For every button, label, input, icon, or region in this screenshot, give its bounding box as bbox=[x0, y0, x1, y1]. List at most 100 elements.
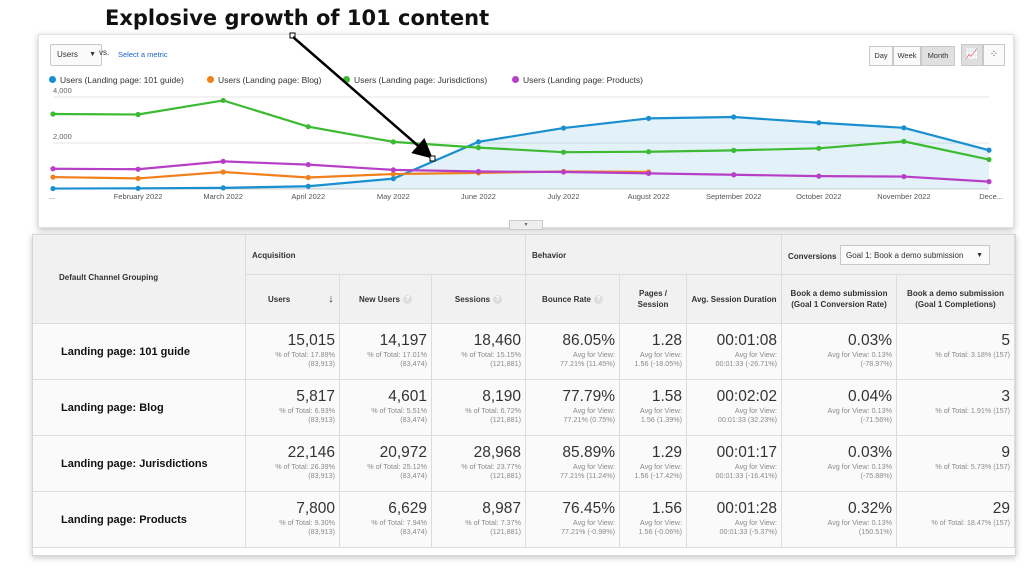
select-metric-link[interactable]: Select a metric bbox=[118, 50, 168, 59]
column-header-goal-completions[interactable]: Book a demo submission (Goal 1 Completio… bbox=[897, 275, 1015, 324]
data-point bbox=[986, 179, 992, 185]
cell-value: 0.32% bbox=[848, 500, 892, 517]
cell-subtext: (83,474) bbox=[400, 415, 427, 424]
cell-value: 3 bbox=[1001, 388, 1010, 405]
cell-subtext: (121,881) bbox=[490, 471, 521, 480]
column-header-new-users[interactable]: New Users? bbox=[340, 275, 432, 324]
data-point bbox=[50, 174, 56, 180]
column-header-sessions[interactable]: Sessions? bbox=[432, 275, 526, 324]
legend-dot-icon bbox=[343, 76, 350, 84]
series-area bbox=[53, 117, 989, 189]
data-point bbox=[475, 139, 482, 145]
data-point bbox=[560, 125, 567, 131]
chart-panel: Users ▼ vs. Select a metric Day Week Mon… bbox=[38, 34, 1014, 230]
chart-collapse-handle[interactable]: ▾ bbox=[509, 220, 543, 230]
cell-value: 00:01:28 bbox=[716, 500, 777, 517]
table-cell: 00:01:17 Avg for View: 00:01:33 (-16.41%) bbox=[687, 436, 782, 492]
cell-subtext: Avg for View: bbox=[639, 518, 682, 527]
cell-value: 8,190 bbox=[482, 388, 521, 405]
cell-value: 1.29 bbox=[651, 444, 682, 461]
cell-subtext: Avg for View: bbox=[572, 350, 615, 359]
x-tick-label: July 2022 bbox=[547, 192, 579, 201]
cell-subtext: % of Total: 6.72% bbox=[465, 406, 521, 415]
vs-label: vs. bbox=[99, 48, 110, 57]
series-line bbox=[52, 115, 990, 190]
data-point bbox=[305, 124, 311, 130]
granularity-week-button[interactable]: Week bbox=[893, 46, 921, 66]
motion-chart-icon[interactable]: ⁘ bbox=[983, 44, 1005, 66]
cell-subtext: Avg for View: 0.13% bbox=[827, 350, 892, 359]
cell-value: 0.04% bbox=[848, 388, 892, 405]
data-point bbox=[305, 183, 311, 189]
cell-subtext: Avg for View: bbox=[639, 350, 682, 359]
column-header-avg-session-duration[interactable]: Avg. Session Duration bbox=[687, 275, 782, 324]
legend-dot-icon bbox=[512, 76, 519, 84]
cell-subtext: % of Total: 9.30% bbox=[279, 518, 335, 527]
chevron-down-icon: ▼ bbox=[89, 51, 96, 58]
table-cell: 7,800% of Total: 9.30% (83,913) bbox=[246, 492, 340, 548]
data-point bbox=[560, 149, 567, 155]
cell-subtext: % of Total: 26.39% bbox=[275, 462, 335, 471]
table-cell: 3% of Total: 1.91% (157) bbox=[897, 380, 1015, 436]
goal-dropdown[interactable]: Goal 1: Book a demo submission ▼ bbox=[840, 245, 990, 265]
row-label[interactable]: Landing page: Jurisdictions bbox=[33, 436, 246, 492]
table-cell: 85.89% Avg for View: 77.21% (11.24%) bbox=[526, 436, 620, 492]
cell-value: 0.03% bbox=[848, 444, 892, 461]
data-point bbox=[135, 175, 141, 182]
row-label[interactable]: Landing page: Products bbox=[33, 492, 246, 548]
row-label[interactable]: Landing page: 101 guide bbox=[33, 324, 246, 380]
data-point bbox=[646, 149, 652, 155]
data-point bbox=[475, 168, 482, 175]
cell-value: 4,601 bbox=[388, 388, 427, 405]
table-cell: 28,968% of Total: 23.77% (121,881) bbox=[432, 436, 526, 492]
table-cell: 77.79% Avg for View: 77.21% (0.75%) bbox=[526, 380, 620, 436]
data-point bbox=[50, 185, 56, 192]
cell-value: 1.58 bbox=[651, 388, 682, 405]
data-point bbox=[646, 170, 652, 176]
granularity-month-button[interactable]: Month bbox=[921, 46, 955, 66]
data-point bbox=[816, 173, 822, 179]
cell-subtext: % of Total: 5.51% bbox=[371, 406, 427, 415]
x-tick-label: ... bbox=[49, 192, 55, 201]
table-cell: 5% of Total: 3.18% (157) bbox=[897, 324, 1015, 380]
cell-value: 00:02:02 bbox=[716, 388, 777, 405]
metric-dropdown-label: Users bbox=[57, 50, 78, 59]
data-point bbox=[560, 169, 567, 175]
column-header-bounce-rate[interactable]: Bounce Rate? bbox=[526, 275, 620, 324]
metric-dropdown[interactable]: Users ▼ bbox=[50, 44, 102, 66]
acquisition-group-header: Acquisition bbox=[246, 235, 526, 275]
data-point bbox=[731, 172, 737, 178]
table-cell: 00:02:02 Avg for View: 00:01:33 (32.23%) bbox=[687, 380, 782, 436]
cell-value: 20,972 bbox=[379, 444, 427, 461]
headline-title: Explosive growth of 101 content bbox=[105, 6, 490, 30]
cell-value: 18,460 bbox=[473, 332, 521, 349]
data-point bbox=[220, 97, 226, 104]
cell-subtext: (83,474) bbox=[400, 471, 427, 480]
granularity-day-button[interactable]: Day bbox=[869, 46, 893, 66]
cell-value: 8,987 bbox=[482, 500, 521, 517]
column-header-users[interactable]: Users ↓ bbox=[246, 275, 340, 324]
data-point bbox=[50, 166, 56, 172]
cell-subtext: Avg for View: bbox=[572, 462, 615, 471]
cell-subtext: % of Total: 1.91% (157) bbox=[935, 406, 1010, 415]
x-tick-label: Dece... bbox=[979, 192, 1003, 201]
row-label[interactable]: Landing page: Blog bbox=[33, 380, 246, 436]
series-line bbox=[52, 99, 990, 161]
column-header-goal-conversion-rate[interactable]: Book a demo submission (Goal 1 Conversio… bbox=[782, 275, 897, 324]
cell-subtext: % of Total: 23.77% bbox=[461, 462, 521, 471]
legend-item-blog: Users (Landing page: Blog) bbox=[207, 75, 321, 85]
column-header-pages-session[interactable]: Pages / Session bbox=[620, 275, 687, 324]
cell-value: 15,015 bbox=[287, 332, 335, 349]
cell-subtext: Avg for View: bbox=[734, 406, 777, 415]
data-point bbox=[305, 162, 311, 168]
table-cell: 0.04% Avg for View: 0.13% (-71.56%) bbox=[782, 380, 897, 436]
line-chart-icon[interactable]: 📈 bbox=[961, 44, 983, 66]
data-point bbox=[646, 115, 652, 121]
data-point bbox=[50, 111, 56, 117]
cell-value: 76.45% bbox=[562, 500, 615, 517]
table-cell: 29% of Total: 18.47% (157) bbox=[897, 492, 1015, 548]
table-cell: 18,460% of Total: 15.15% (121,881) bbox=[432, 324, 526, 380]
x-tick-label: August 2022 bbox=[628, 192, 670, 201]
table-cell: 1.58 Avg for View: 1.56 (1.39%) bbox=[620, 380, 687, 436]
annotation-arrow-line bbox=[292, 36, 433, 159]
